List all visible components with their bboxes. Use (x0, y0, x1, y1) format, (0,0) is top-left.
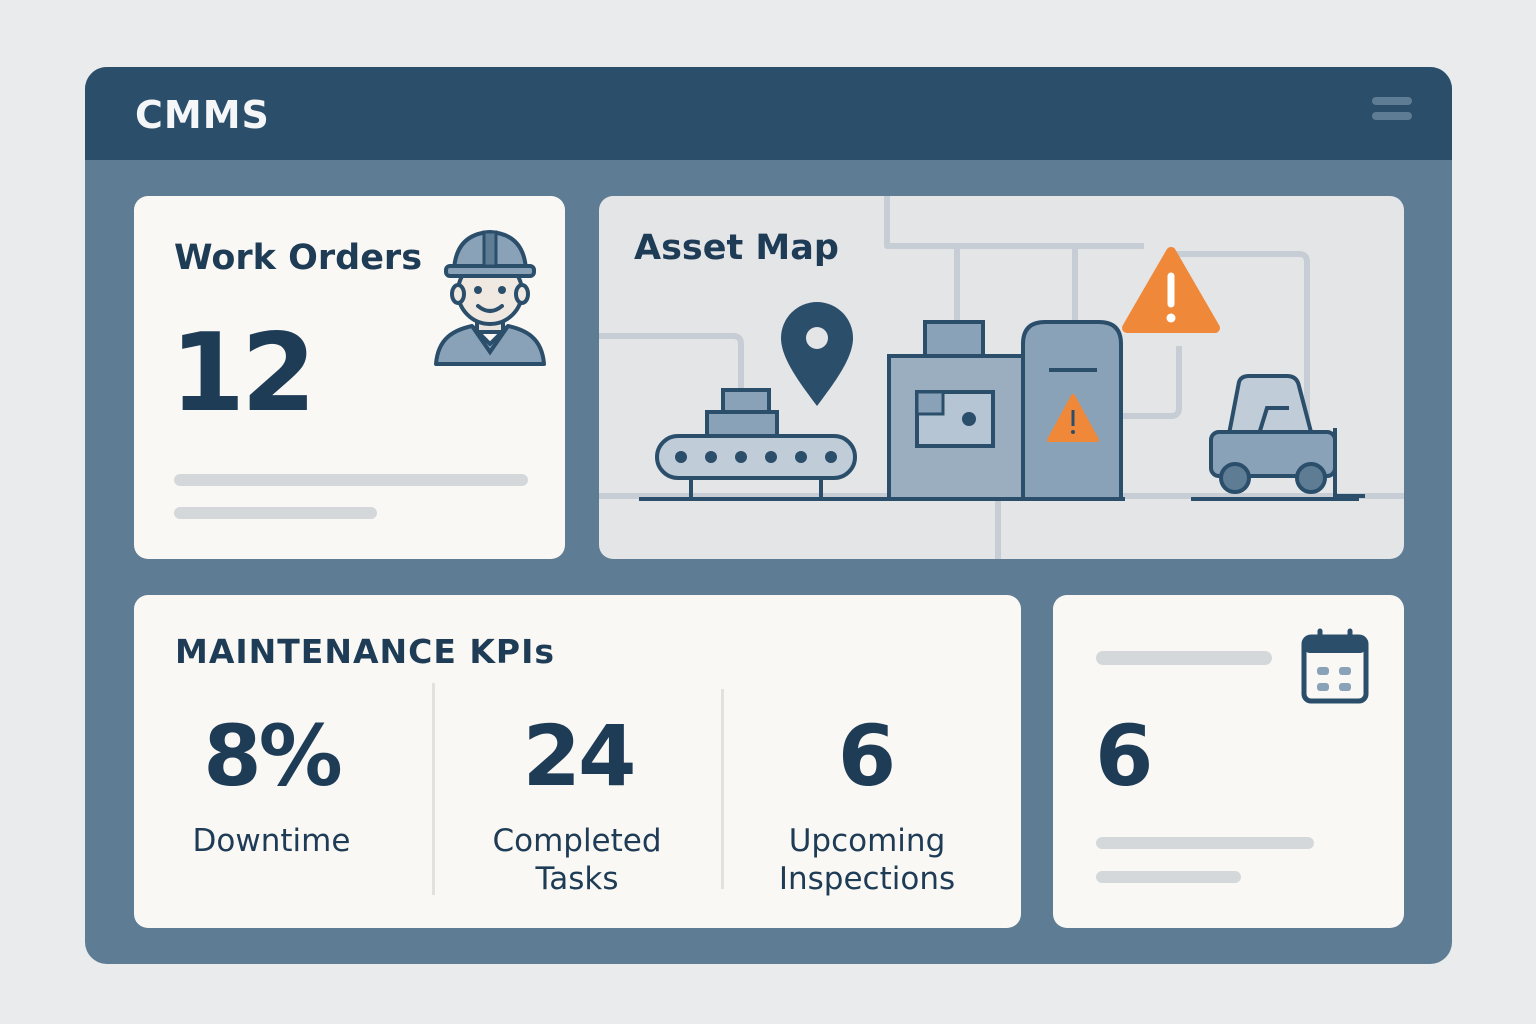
asset-map-card[interactable]: Asset Map (599, 196, 1404, 559)
header-bar: CMMS (85, 67, 1452, 160)
kpis-title: MAINTENANCE KPIs (175, 632, 556, 671)
calendar-icon (1301, 628, 1369, 704)
warning-triangle-icon (1122, 247, 1220, 333)
machine-icon (887, 320, 1031, 501)
work-orders-card[interactable]: Work Orders 12 (134, 196, 565, 559)
kpi-value: 8% (203, 707, 343, 805)
kpi-divider (721, 689, 724, 889)
kpi-divider (432, 683, 435, 895)
asset-map-title: Asset Map (634, 228, 839, 268)
schedule-count: 6 (1095, 707, 1154, 805)
map-pin-icon (781, 302, 853, 406)
worker-hardhat-icon (434, 230, 546, 366)
kpi-value: 24 (522, 707, 637, 805)
placeholder-bar (174, 507, 377, 519)
conveyor-icon (655, 388, 857, 499)
maintenance-kpis-card: MAINTENANCE KPIs 8% Downtime 24 Complete… (134, 595, 1021, 928)
work-orders-count: 12 (170, 311, 316, 436)
kpi-label: Upcoming Inspections (778, 823, 956, 897)
placeholder-bar (174, 474, 528, 486)
hamburger-menu-icon[interactable] (1372, 97, 1412, 127)
asset-map-illustration (599, 196, 1404, 559)
kpi-label: Downtime (192, 823, 351, 859)
cabinet-icon (1021, 320, 1123, 501)
work-orders-title: Work Orders (174, 238, 423, 278)
app-window: CMMS Work Orders 12 (85, 67, 1452, 964)
placeholder-bar (1096, 651, 1272, 665)
kpi-value: 6 (837, 707, 897, 805)
placeholder-bar (1096, 837, 1314, 849)
app-title: CMMS (135, 93, 270, 137)
placeholder-bar (1096, 871, 1241, 883)
upcoming-schedule-card[interactable]: 6 (1053, 595, 1404, 928)
forklift-icon (1209, 374, 1365, 498)
kpi-label: Completed Tasks (492, 823, 662, 897)
